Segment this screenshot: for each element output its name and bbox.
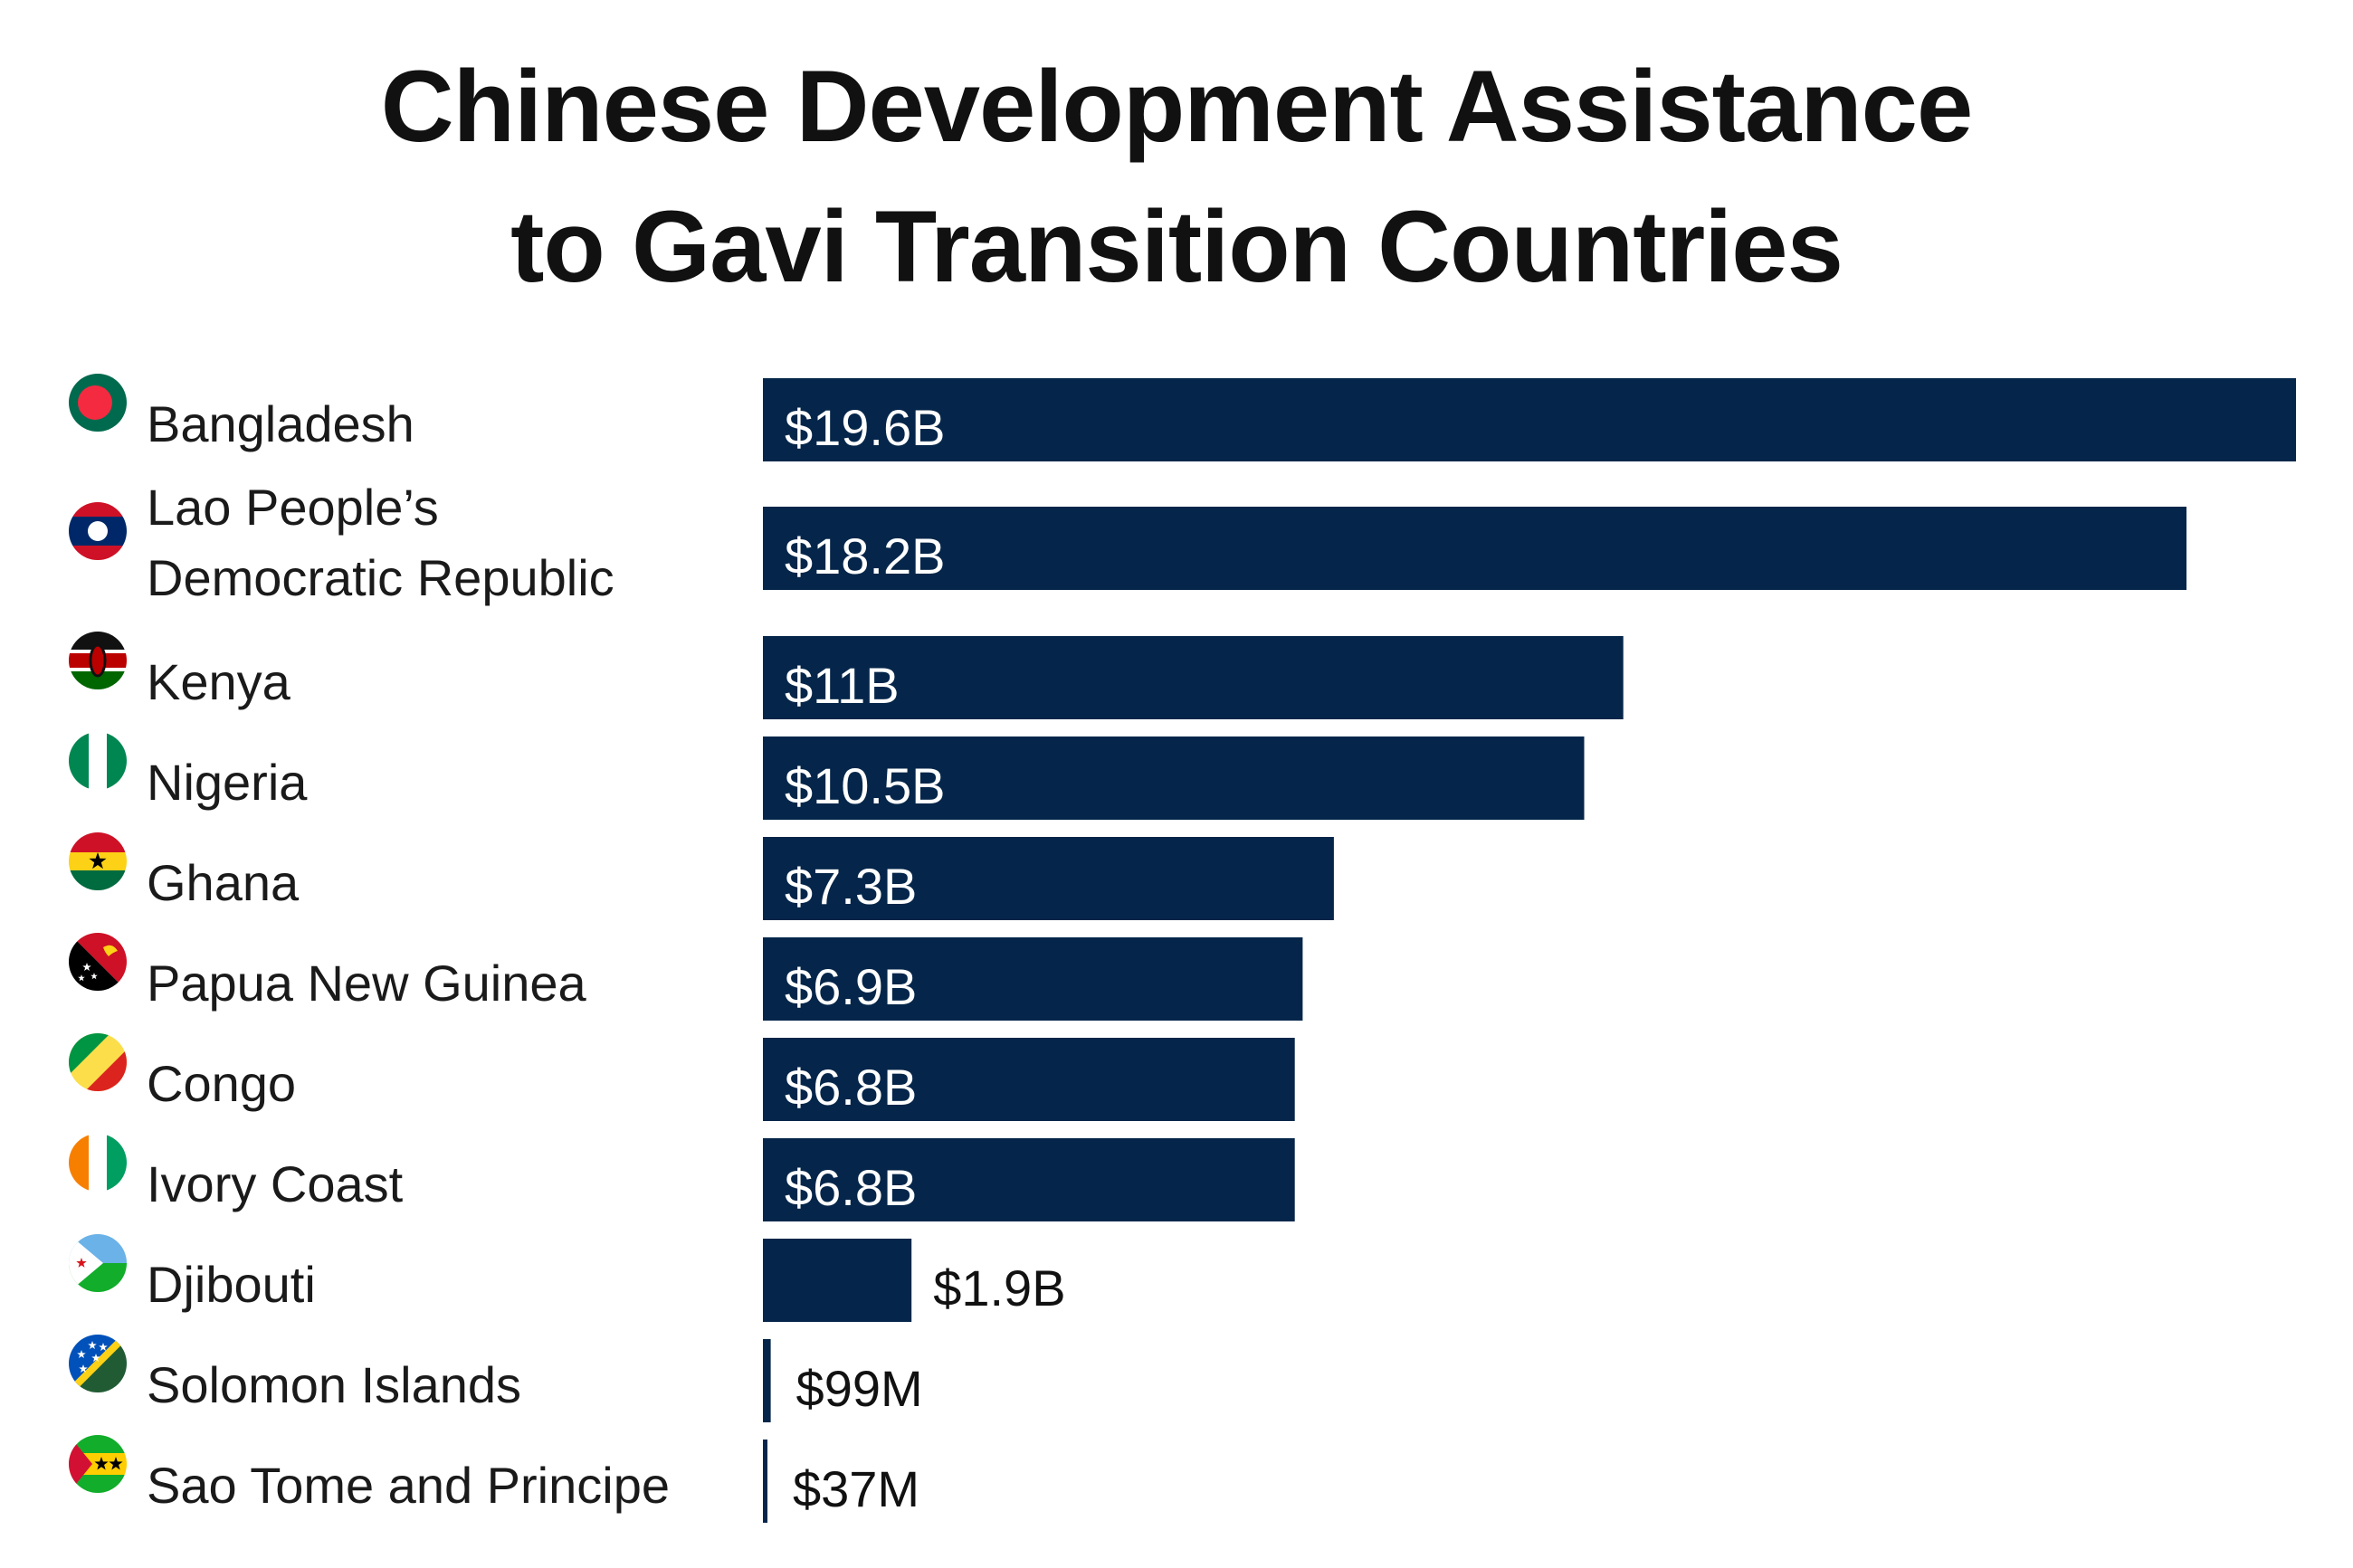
country-label: Kenya: [147, 653, 291, 710]
ghana-flag-icon: [69, 832, 127, 890]
bar: [763, 736, 1585, 820]
bar: [763, 1440, 767, 1523]
value-label: $7.3B: [785, 858, 917, 915]
value-label: $37M: [793, 1460, 919, 1517]
value-label: $6.9B: [785, 958, 917, 1015]
bar: [763, 837, 1334, 920]
bar-row: Nigeria $10.5B: [69, 732, 1585, 820]
value-label: $10.5B: [785, 757, 946, 814]
value-label: $6.8B: [785, 1159, 917, 1216]
value-label: $19.6B: [785, 399, 946, 456]
bar: [763, 937, 1303, 1021]
bar-row: Ivory Coast $6.8B: [69, 1134, 1295, 1221]
country-label: Nigeria: [147, 754, 308, 811]
country-label: Solomon Islands: [147, 1356, 521, 1413]
value-label: $11B: [785, 657, 900, 714]
value-label: $18.2B: [785, 527, 946, 584]
bar-row: Congo $6.8B: [69, 1033, 1295, 1121]
bar: [763, 1239, 912, 1322]
value-label: $6.8B: [785, 1059, 917, 1116]
country-label: Congo: [147, 1055, 296, 1112]
bar-row: Kenya $11B: [69, 632, 1624, 719]
bar-row: Bangladesh $19.6B: [69, 374, 2296, 461]
bar: [763, 507, 2186, 590]
nigeria-flag-icon: [69, 732, 127, 790]
bar: [763, 1038, 1295, 1121]
country-label: Ivory Coast: [147, 1155, 404, 1212]
country-label: Bangladesh: [147, 395, 414, 452]
bangladesh-flag-icon: [69, 374, 127, 432]
papua-new-guinea-flag-icon: [69, 933, 127, 991]
chart-title: Chinese Development Assistance to Gavi T…: [380, 50, 1974, 303]
laos-flag-icon: [69, 502, 127, 560]
sao-tome-and-principe-flag-icon: [69, 1435, 127, 1493]
value-label: $99M: [796, 1360, 923, 1417]
ivory-coast-flag-icon: [69, 1134, 127, 1192]
bar-row: Ghana $7.3B: [69, 832, 1334, 920]
bar: [763, 1339, 771, 1422]
kenya-flag-icon: [69, 632, 127, 689]
djibouti-flag-icon: [69, 1234, 127, 1292]
bar-row: Lao People’s Democratic Republic $18.2B: [69, 479, 2186, 606]
bar-row: Solomon Islands $99M: [69, 1335, 923, 1422]
congo-flag-icon: [69, 1033, 127, 1091]
bar: [763, 636, 1624, 719]
country-label: Sao Tome and Principe: [147, 1457, 670, 1514]
bar: [763, 378, 2296, 461]
solomon-islands-flag-icon: [69, 1335, 127, 1392]
country-label: Djibouti: [147, 1256, 316, 1313]
country-label: Papua New Guinea: [147, 955, 587, 1012]
country-label: Lao People’s Democratic Republic: [147, 479, 614, 606]
country-label: Ghana: [147, 854, 300, 911]
bar-row: Papua New Guinea $6.9B: [69, 933, 1303, 1021]
bar-row: Sao Tome and Principe $37M: [69, 1435, 919, 1523]
bar-row: Djibouti $1.9B: [69, 1234, 1066, 1322]
value-label: $1.9B: [933, 1259, 1065, 1316]
bar: [763, 1138, 1295, 1221]
